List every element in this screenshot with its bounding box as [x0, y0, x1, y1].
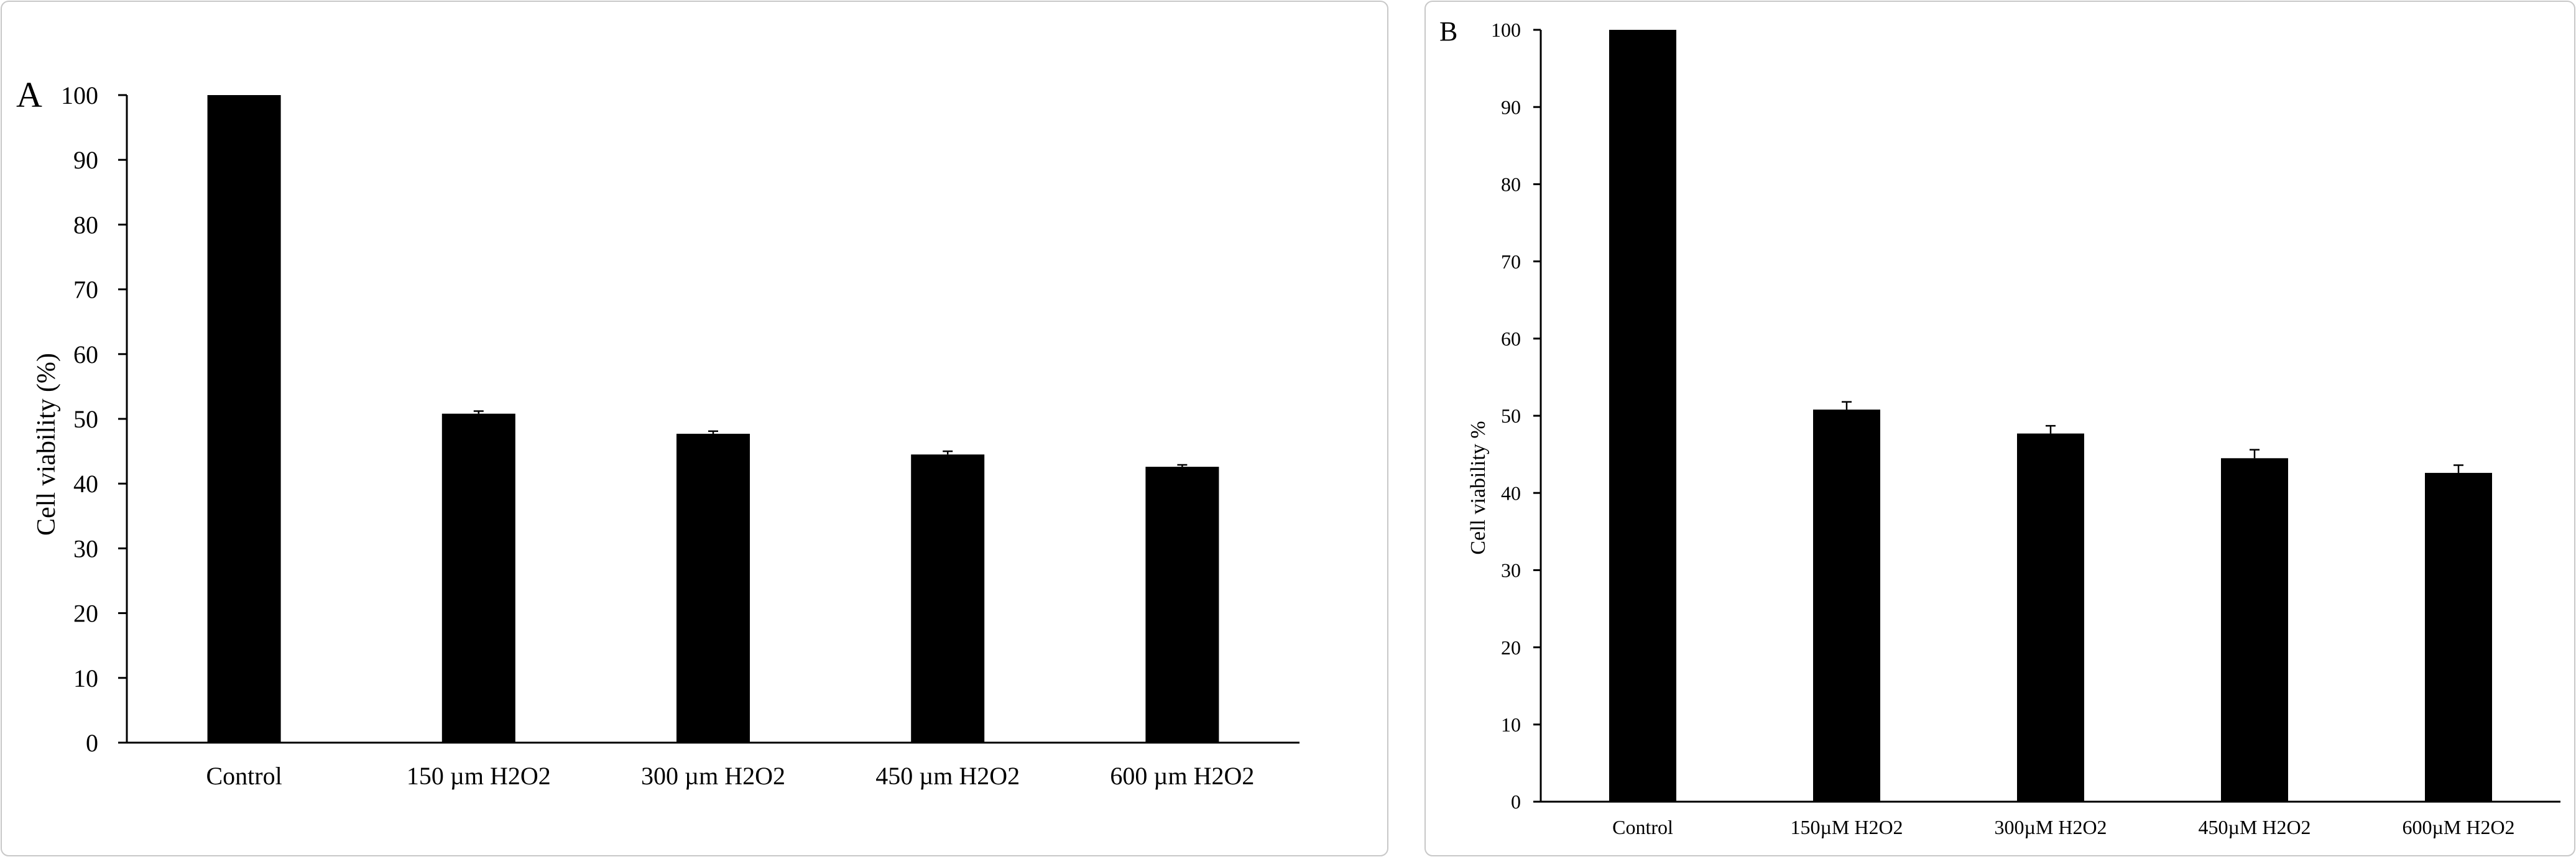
panel-b-y-axis-title: Cell viability %	[1467, 421, 1490, 554]
panel-a-bar-2	[441, 413, 515, 743]
panel-b-category-label-4: 450µM H2O2	[2198, 816, 2311, 838]
panel-b-bar-2	[1813, 410, 1880, 802]
panel-a-error-bars	[473, 410, 1188, 467]
panel-b-y-tick-label-100: 100	[1491, 19, 1521, 41]
panel-b-y-tick-label-70: 70	[1501, 250, 1521, 273]
panel-a-category-label-4: 450 µm H2O2	[875, 762, 1020, 790]
panel-a-y-tick-label-40: 40	[73, 470, 98, 498]
panel-b-bar-4	[2221, 458, 2288, 802]
panel-b-y-tick-label-50: 50	[1501, 405, 1521, 427]
panel-a-category-label-2: 150 µm H2O2	[407, 762, 551, 790]
panel-a-frame	[1, 1, 1388, 856]
panel-a-chart: A Cell viability (%) 0 10 20 30 40 50 60 70 80 90…	[1, 1, 1388, 856]
panel-a-category-label-5: 600 µm H2O2	[1110, 762, 1254, 790]
panel-a-y-tick-label-30: 30	[73, 534, 98, 562]
panel-a-y-axis-title: Cell viability (%)	[32, 353, 61, 536]
panel-a-bar-1	[207, 95, 281, 743]
panel-b-y-tick-label-10: 10	[1501, 713, 1521, 736]
panel-a-y-ticks: 0 10 20 30 40 50 60 70 80 90 100	[61, 81, 127, 757]
panel-a-y-tick-label-50: 50	[73, 405, 98, 433]
panel-a-bar-4	[911, 454, 985, 743]
panel-b-category-labels: Control 150µM H2O2 300µM H2O2 450µM H2O2 600…	[1612, 816, 2514, 838]
panel-b-letter: B	[1439, 16, 1457, 47]
panel-b-chart: B Cell viability % 0 10 20 30 40 50 60 70 80 90 10…	[1424, 1, 2575, 856]
panel-b-y-tick-label-60: 60	[1501, 328, 1521, 350]
panel-b-bar-5	[2425, 472, 2492, 802]
panel-a-bar-3	[676, 433, 750, 743]
panel-b-y-tick-label-0: 0	[1511, 791, 1521, 813]
panel-a-category-labels: Control 150 µm H2O2 300 µm H2O2 450 µm H2O2…	[206, 762, 1254, 790]
panel-a-y-tick-label-100: 100	[61, 81, 98, 109]
panel-a-y-tick-label-70: 70	[73, 276, 98, 304]
panel-a-y-tick-label-60: 60	[73, 341, 98, 369]
panel-b-error-bars	[1842, 401, 2463, 473]
panel-b-bar-3	[2017, 433, 2084, 802]
panel-b-category-label-3: 300µM H2O2	[1994, 816, 2107, 838]
panel-b-y-tick-label-80: 80	[1501, 173, 1521, 196]
panel-a-bar-5	[1145, 467, 1219, 743]
panel-b-y-ticks: 0 10 20 30 40 50 60 70 80 90 100	[1491, 19, 1541, 813]
panel-a-letter: A	[16, 75, 42, 115]
panel-a-category-label-3: 300 µm H2O2	[641, 762, 785, 790]
panel-b-y-tick-label-40: 40	[1501, 482, 1521, 504]
panel-b-y-tick-label-30: 30	[1501, 559, 1521, 582]
panel-b-bars	[1609, 30, 2492, 802]
panel-a-y-tick-label-90: 90	[73, 146, 98, 174]
panel-b-category-label-5: 600µM H2O2	[2402, 816, 2514, 838]
panel-a-y-tick-label-0: 0	[86, 729, 98, 757]
panel-b-y-tick-label-20: 20	[1501, 636, 1521, 659]
panel-b-category-label-2: 150µM H2O2	[1790, 816, 1903, 838]
panel-a-y-tick-label-20: 20	[73, 600, 98, 628]
panel-b-category-label-1: Control	[1612, 816, 1673, 838]
panel-b-bar-1	[1609, 30, 1676, 802]
panel-b-y-tick-label-90: 90	[1501, 96, 1521, 118]
panel-a-category-label-1: Control	[206, 762, 282, 790]
panel-b-frame	[1424, 1, 2575, 856]
panel-a-bars	[207, 95, 1219, 743]
panel-a-y-tick-label-10: 10	[73, 664, 98, 692]
panel-a-y-tick-label-80: 80	[73, 211, 98, 239]
